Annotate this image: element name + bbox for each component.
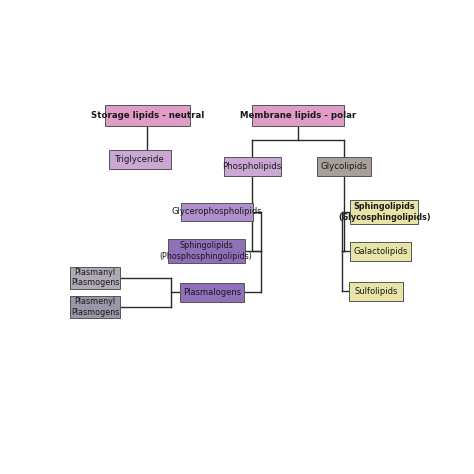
Text: Glycolipids: Glycolipids — [320, 162, 367, 171]
FancyBboxPatch shape — [350, 242, 411, 261]
Text: Plasmanyl
Plasmogens: Plasmanyl Plasmogens — [71, 268, 119, 287]
Text: Plasmalogens: Plasmalogens — [182, 288, 241, 297]
FancyBboxPatch shape — [349, 282, 403, 301]
Text: Glycerophospholipids: Glycerophospholipids — [172, 208, 263, 217]
Text: Triglyceride: Triglyceride — [115, 155, 165, 164]
FancyBboxPatch shape — [71, 296, 120, 318]
Text: Sulfolipids: Sulfolipids — [354, 287, 398, 296]
FancyBboxPatch shape — [180, 283, 244, 302]
Text: Sphingolipids
(Glycosphingolipids): Sphingolipids (Glycosphingolipids) — [338, 202, 431, 222]
FancyBboxPatch shape — [182, 202, 253, 221]
FancyBboxPatch shape — [350, 200, 419, 224]
Text: Storage lipids - neutral: Storage lipids - neutral — [91, 111, 204, 120]
Text: Galactolipids: Galactolipids — [354, 246, 408, 255]
FancyBboxPatch shape — [252, 105, 344, 126]
FancyBboxPatch shape — [168, 238, 245, 264]
Text: Membrane lipids - polar: Membrane lipids - polar — [240, 111, 356, 120]
FancyBboxPatch shape — [317, 157, 371, 176]
Text: Sphingolipids
(Phosphosphingolipids): Sphingolipids (Phosphosphingolipids) — [160, 241, 253, 261]
FancyBboxPatch shape — [224, 157, 281, 176]
Text: Plasmenyl
Plasmogens: Plasmenyl Plasmogens — [71, 297, 119, 317]
FancyBboxPatch shape — [109, 150, 171, 169]
FancyBboxPatch shape — [105, 105, 190, 126]
Text: Phospholipids: Phospholipids — [222, 162, 282, 171]
FancyBboxPatch shape — [71, 267, 120, 289]
